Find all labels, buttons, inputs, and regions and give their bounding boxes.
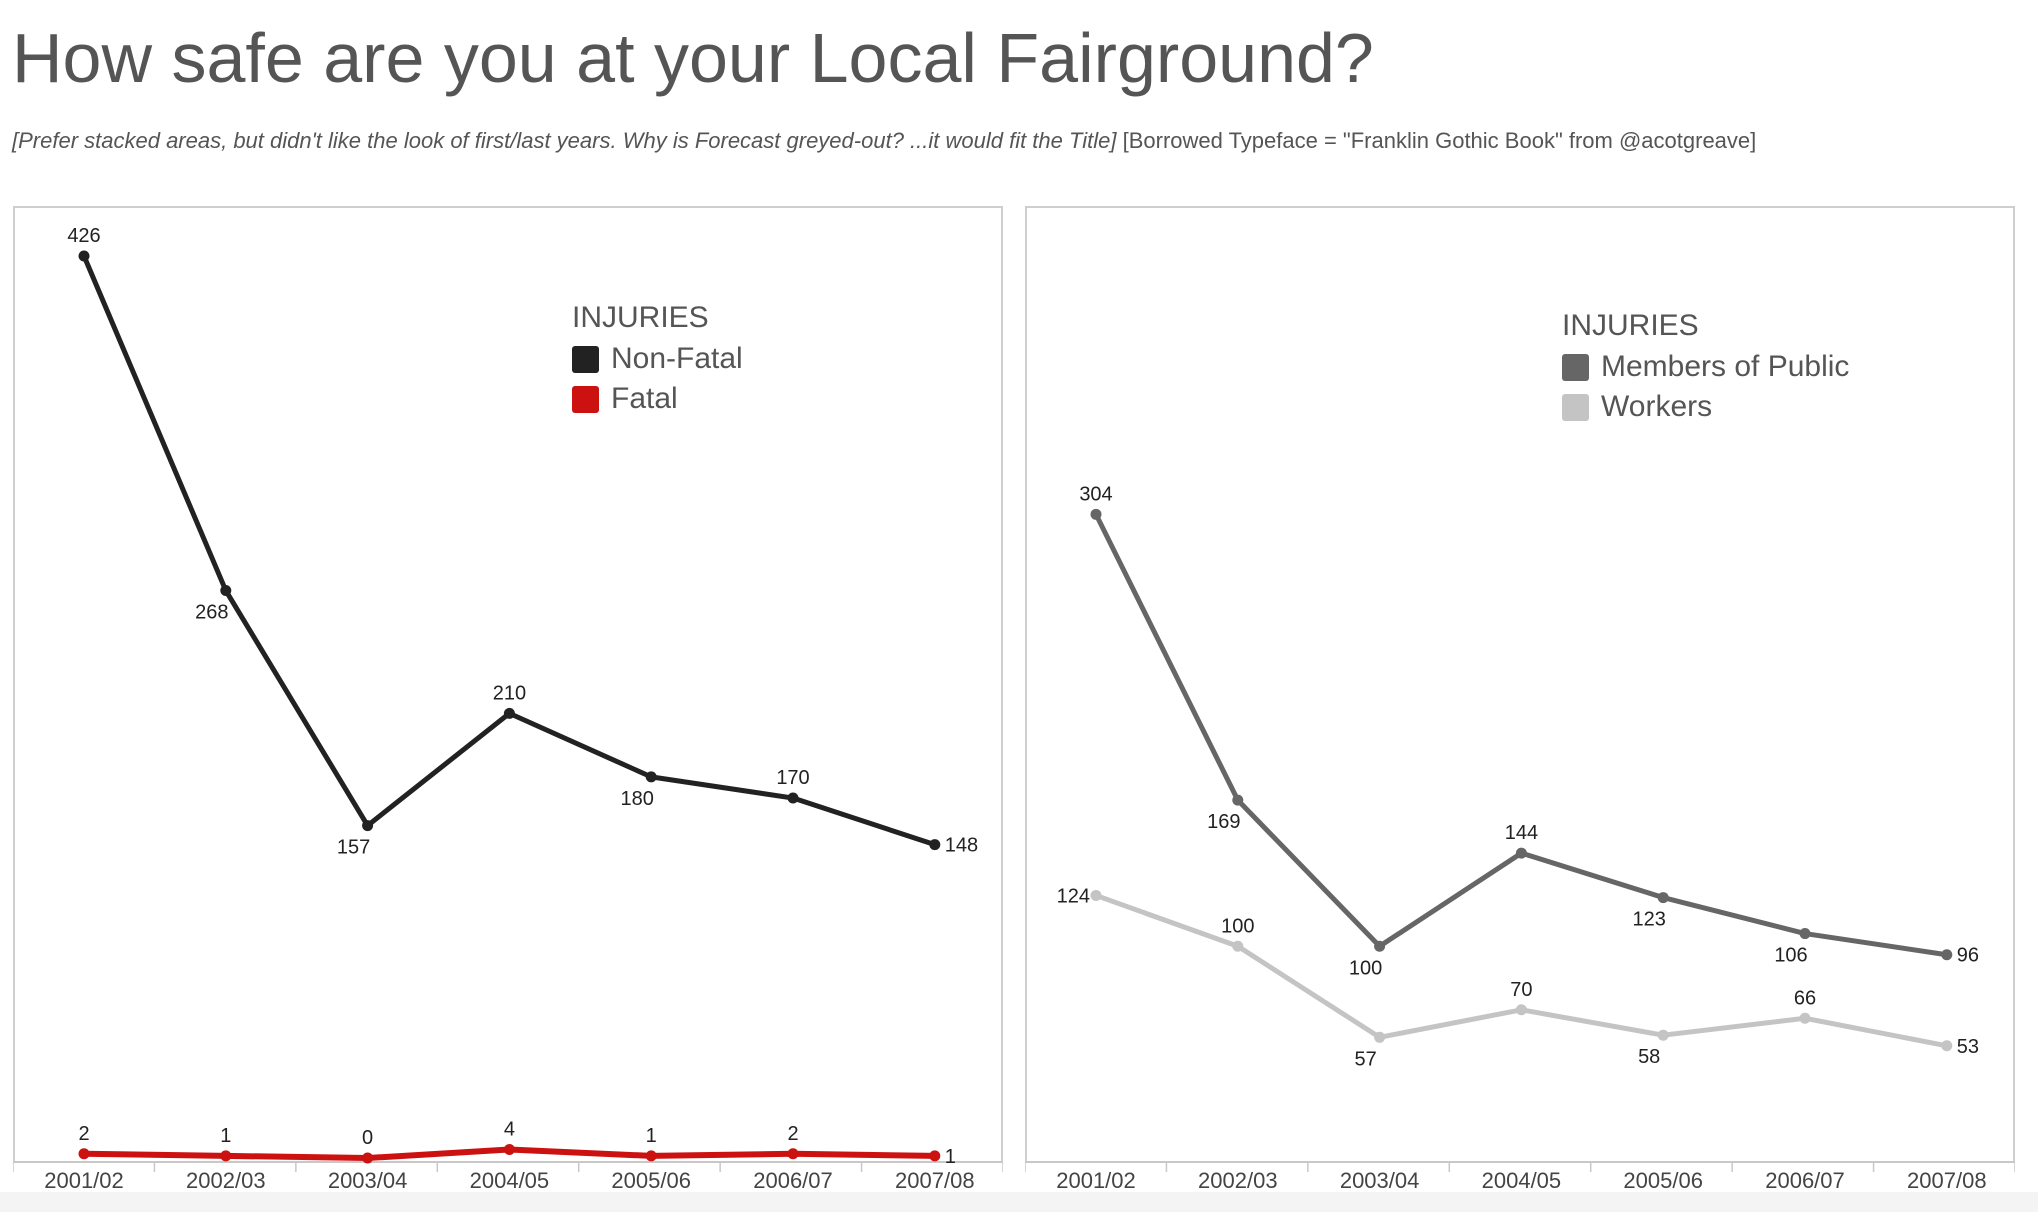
data-label: 148 <box>945 835 978 857</box>
legend-label: Non-Fatal <box>611 342 743 375</box>
data-label: 268 <box>195 602 228 624</box>
chart-subtitle: [Prefer stacked areas, but didn't like t… <box>12 128 1756 154</box>
x-tick-label: 2007/08 <box>1907 1168 1987 1193</box>
data-label: 180 <box>621 788 654 810</box>
data-label: 106 <box>1774 945 1807 967</box>
legend-swatch <box>1562 353 1589 381</box>
legend-item-members-of-public[interactable]: Members of Public <box>1562 347 1849 387</box>
legend-right: INJURIES Members of Public Workers <box>1562 309 1849 427</box>
data-label: 53 <box>1957 1036 1979 1058</box>
data-point <box>1374 940 1386 952</box>
x-tick-label: 2005/06 <box>611 1168 691 1193</box>
data-point <box>929 839 941 851</box>
data-label: 1 <box>945 1146 956 1168</box>
data-point <box>645 771 657 783</box>
data-point <box>1941 949 1953 961</box>
legend-label: Members of Public <box>1601 350 1850 383</box>
x-tick-label: 2002/03 <box>186 1168 266 1193</box>
data-label: 1 <box>646 1125 657 1147</box>
legend-label: Fatal <box>611 382 678 415</box>
x-tick-label: 2001/02 <box>1056 1168 1136 1193</box>
data-point <box>929 1150 941 1162</box>
data-point <box>787 792 799 804</box>
data-label: 169 <box>1207 811 1240 833</box>
data-label: 58 <box>1638 1046 1660 1068</box>
legend-left: INJURIES Non-Fatal Fatal <box>572 301 743 419</box>
data-label: 0 <box>362 1127 373 1149</box>
data-point <box>503 707 515 719</box>
chart-right-svg: 2001/02 2002/03 2003/04 2004/05 2005/06 2006/… <box>1025 206 2015 1193</box>
data-label: 57 <box>1354 1048 1376 1070</box>
chart-title: How safe are you at your Local Fairgroun… <box>12 19 1374 97</box>
legend-label: Workers <box>1601 390 1713 423</box>
data-point <box>1657 1029 1669 1041</box>
x-tick-label: 2004/05 <box>1482 1168 1562 1193</box>
data-label: 4 <box>504 1119 515 1141</box>
data-point <box>1799 1012 1811 1024</box>
data-label: 157 <box>337 837 370 859</box>
data-point <box>1090 508 1102 520</box>
data-label: 124 <box>1057 885 1090 907</box>
data-label: 123 <box>1633 909 1666 931</box>
data-label: 66 <box>1794 987 1816 1009</box>
legend-title: INJURIES <box>572 301 709 334</box>
data-point <box>220 585 232 597</box>
x-tick-label: 2006/07 <box>753 1168 833 1193</box>
x-tick-label: 2004/05 <box>470 1168 550 1193</box>
data-point <box>1515 1004 1527 1016</box>
legend-swatch <box>1562 393 1589 421</box>
x-tick-label: 2007/08 <box>895 1168 975 1193</box>
series-line <box>1093 511 1950 958</box>
x-tick-label: 2003/04 <box>1340 1168 1420 1193</box>
chart-panel-left: 2001/02 2002/03 2003/04 2004/05 2005/06 2006/… <box>13 206 1003 1212</box>
data-point <box>78 1148 90 1160</box>
data-label: 70 <box>1510 979 1532 1001</box>
data-label: 2 <box>78 1123 89 1145</box>
chart-left-svg: 2001/02 2002/03 2003/04 2004/05 2005/06 2006/… <box>13 206 1003 1193</box>
data-label: 2 <box>787 1123 798 1145</box>
data-label: 210 <box>493 682 526 704</box>
legend-swatch <box>572 385 599 413</box>
legend-title: INJURIES <box>1562 309 1699 342</box>
chart-panel-right: 2001/02 2002/03 2003/04 2004/05 2005/06 2006/… <box>1025 206 2015 1212</box>
data-point <box>78 250 90 262</box>
data-label: 100 <box>1221 915 1254 937</box>
data-label: 426 <box>67 225 100 247</box>
legend-swatch <box>572 345 599 373</box>
x-tick-label: 2001/02 <box>44 1168 124 1193</box>
data-point <box>1090 889 1102 901</box>
data-point <box>362 1152 374 1164</box>
data-point <box>1232 940 1244 952</box>
data-point <box>220 1150 232 1162</box>
data-point <box>645 1150 657 1162</box>
data-point <box>1941 1040 1953 1052</box>
x-tick-label: 2003/04 <box>328 1168 408 1193</box>
data-label: 170 <box>776 767 809 789</box>
data-point <box>362 820 374 832</box>
data-point <box>1515 847 1527 859</box>
data-label: 144 <box>1505 822 1538 844</box>
legend-item-workers[interactable]: Workers <box>1562 387 1849 427</box>
data-label: 1 <box>220 1125 231 1147</box>
series-line <box>81 253 938 848</box>
legend-item-non-fatal[interactable]: Non-Fatal <box>572 339 743 379</box>
data-point <box>1657 892 1669 904</box>
bottom-band <box>0 1192 2038 1212</box>
x-tick-label: 2002/03 <box>1198 1168 1278 1193</box>
data-point <box>1374 1031 1386 1043</box>
data-point <box>1232 794 1244 806</box>
data-label: 304 <box>1079 483 1112 505</box>
x-tick-label: 2006/07 <box>1765 1168 1845 1193</box>
legend-item-fatal[interactable]: Fatal <box>572 379 743 419</box>
data-point <box>1799 928 1811 940</box>
data-point <box>787 1148 799 1160</box>
data-label: 100 <box>1349 957 1382 979</box>
plot-frame <box>1025 206 2015 1163</box>
x-tick-label: 2005/06 <box>1623 1168 1703 1193</box>
data-point <box>503 1144 515 1156</box>
subtitle-credit: [Borrowed Typeface = "Franklin Gothic Bo… <box>1116 128 1757 153</box>
data-label: 96 <box>1957 945 1979 967</box>
subtitle-italic: [Prefer stacked areas, but didn't like t… <box>12 128 1117 153</box>
